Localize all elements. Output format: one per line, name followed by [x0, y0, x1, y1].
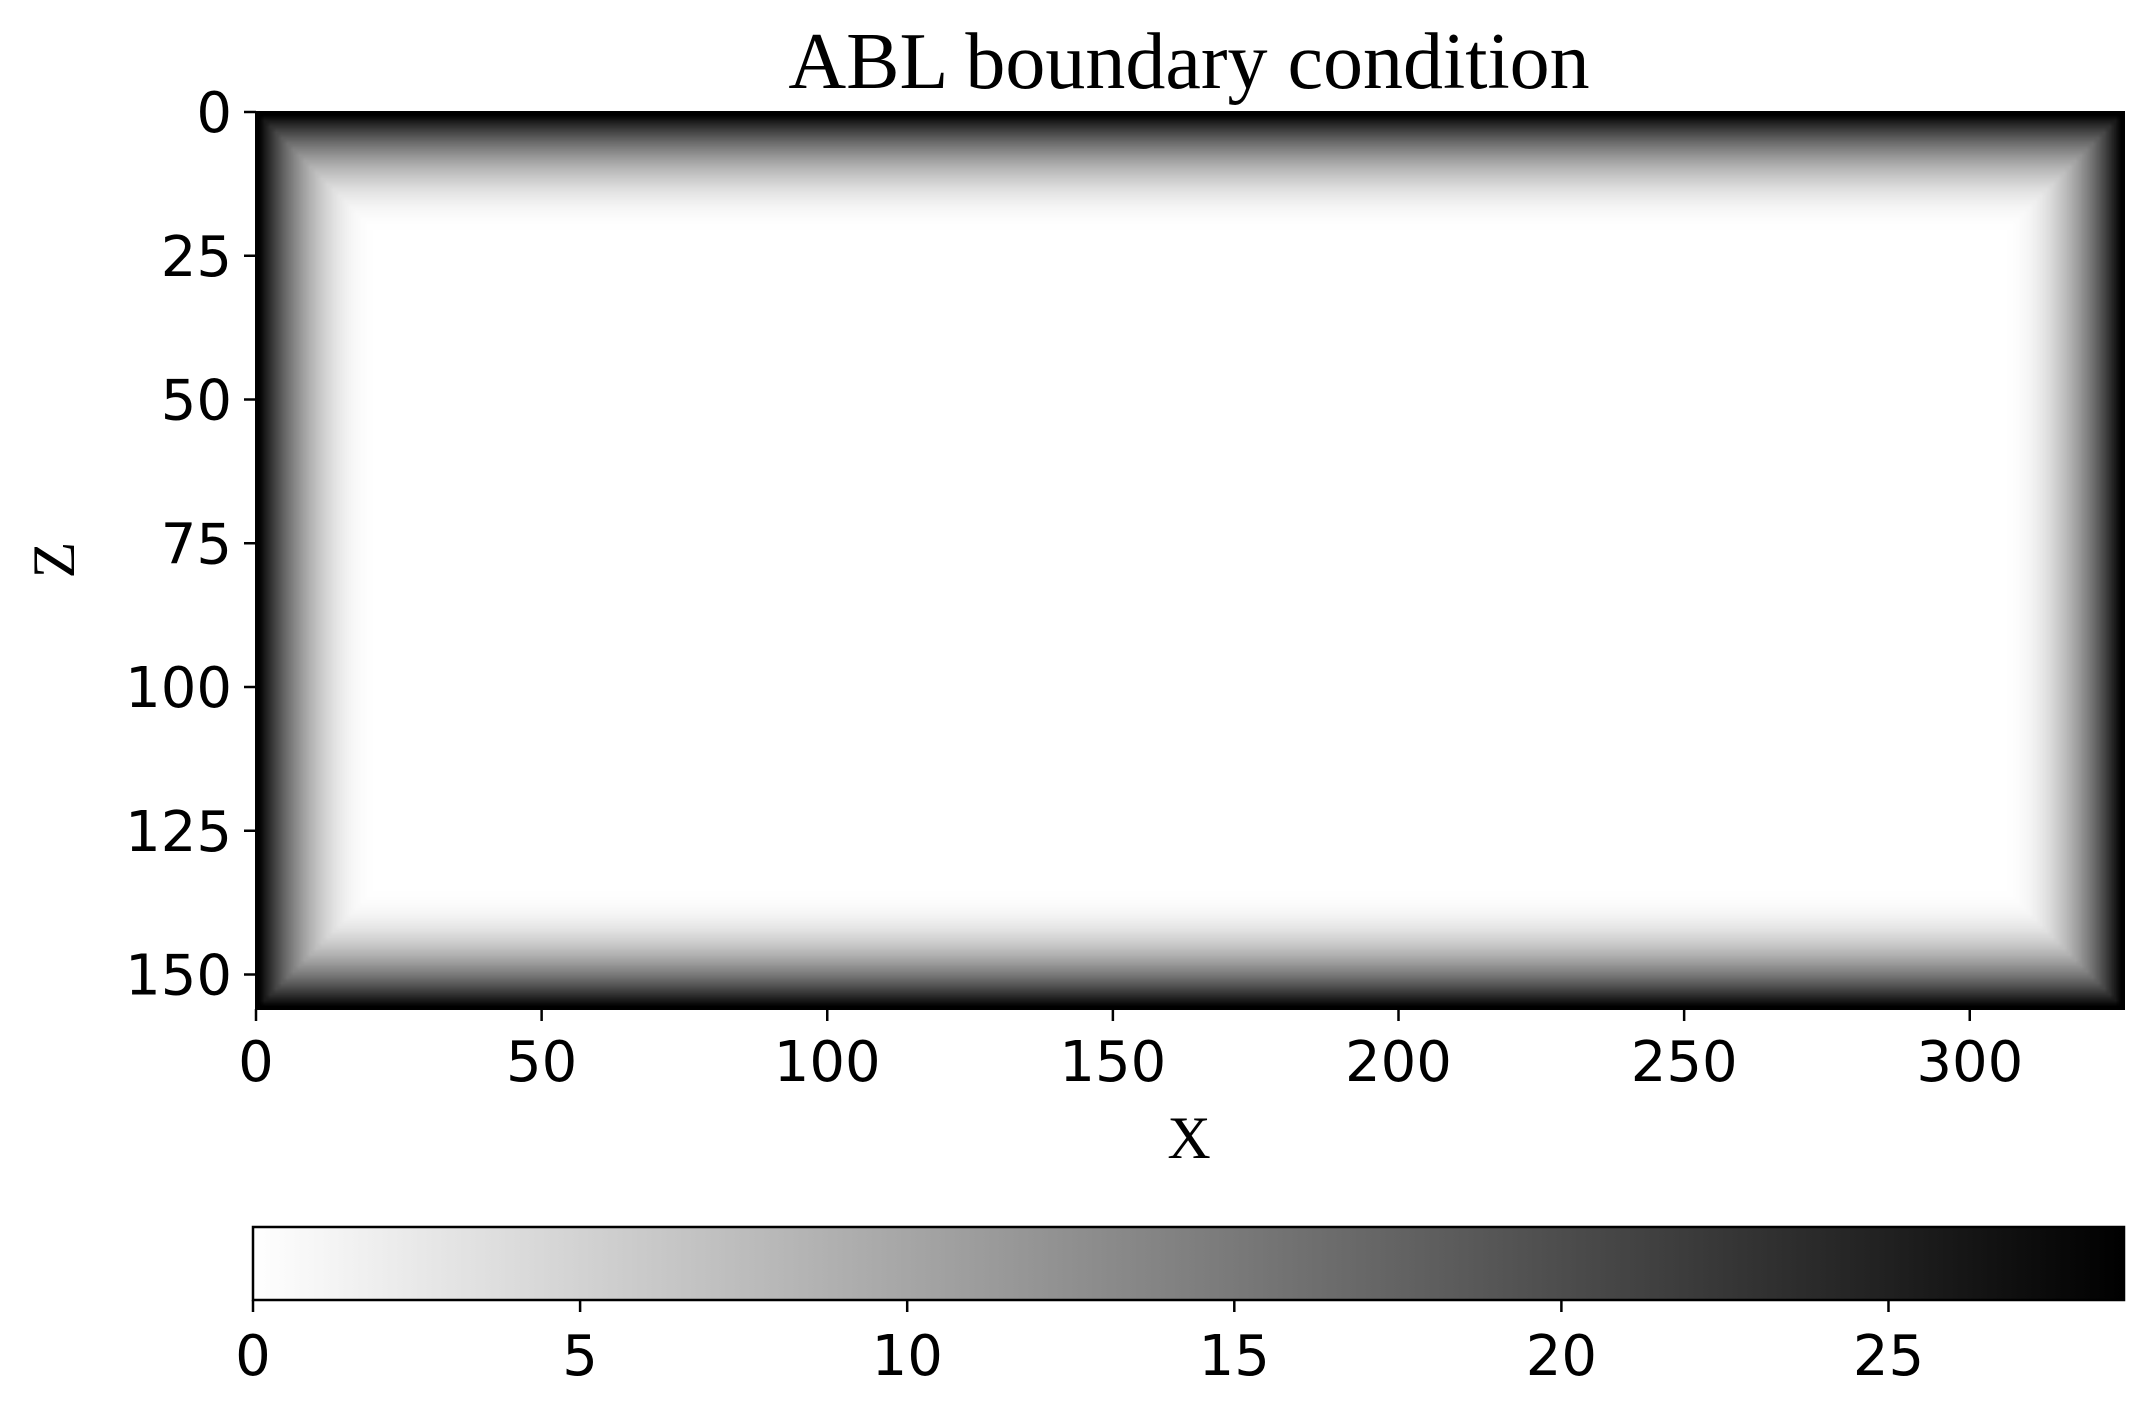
- colorbar-tick-label: 5: [562, 1324, 598, 1389]
- y-tick-label: 150: [125, 944, 232, 1009]
- x-tick-label: 300: [1916, 1030, 2023, 1095]
- x-tick-label: 250: [1631, 1030, 1738, 1095]
- y-tick-label: 50: [161, 369, 232, 434]
- colorbar-ticks: 0 5 10 15 20 25: [235, 1300, 1924, 1389]
- x-axis-label: X: [1167, 1105, 1210, 1171]
- y-axis: 0 25 50 75 100 125 150: [125, 81, 256, 1009]
- colorbar-tick-label: 10: [872, 1324, 943, 1389]
- colorbar-tick-label: 0: [235, 1324, 271, 1389]
- plot-area: [255, 111, 2125, 1010]
- y-tick-label: 0: [196, 81, 232, 146]
- y-tick-label: 100: [125, 656, 232, 721]
- x-tick-label: 100: [774, 1030, 881, 1095]
- colorbar-tick-label: 15: [1199, 1324, 1270, 1389]
- y-axis-label: Z: [21, 542, 87, 579]
- colorbar-gradient: [251, 1225, 2126, 1302]
- heatmap-image: [256, 112, 2124, 1009]
- y-tick-label: 125: [125, 800, 232, 865]
- y-tick-label: 75: [161, 512, 232, 577]
- colorbar-tick-label: 20: [1526, 1324, 1597, 1389]
- x-tick-label: 150: [1059, 1030, 1166, 1095]
- x-axis: 0 50 100 150 200 250 300: [238, 1009, 2023, 1095]
- colorbar-tick-label: 25: [1853, 1324, 1924, 1389]
- colorbar: 0 5 10 15 20 25: [235, 1225, 2126, 1389]
- x-tick-label: 50: [506, 1030, 577, 1095]
- plot-frame: [255, 111, 2125, 1010]
- chart-title: ABL boundary condition: [788, 18, 1589, 106]
- x-tick-label: 0: [238, 1030, 274, 1095]
- y-tick-label: 25: [161, 225, 232, 290]
- x-tick-label: 200: [1345, 1030, 1452, 1095]
